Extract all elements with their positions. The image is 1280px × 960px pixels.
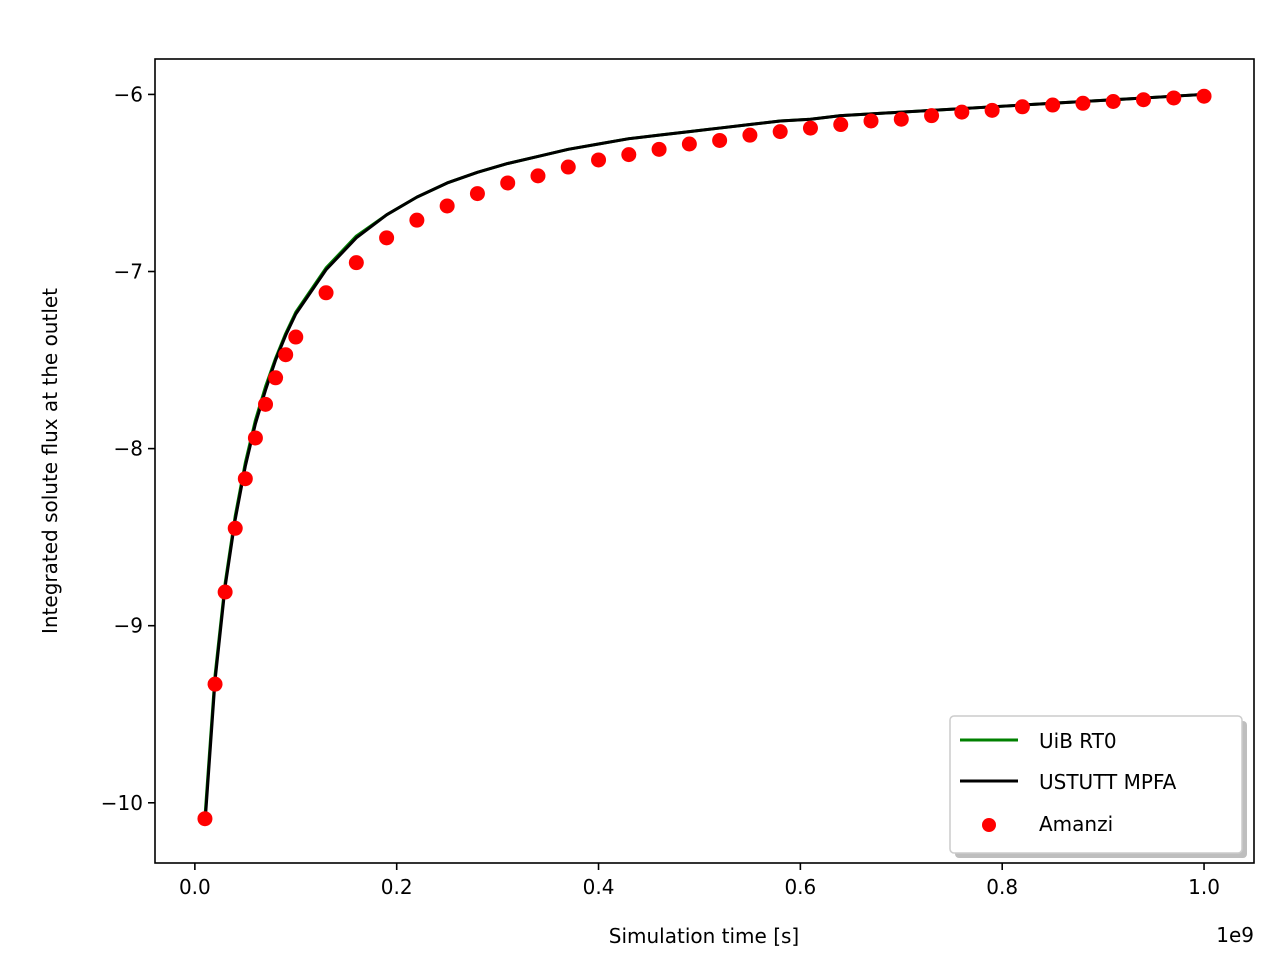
data-point-amanzi — [651, 141, 667, 157]
data-point-amanzi — [621, 147, 637, 163]
data-point-amanzi — [227, 520, 243, 536]
y-tick-label: −7 — [114, 260, 143, 284]
data-point-amanzi — [833, 117, 849, 133]
data-point-amanzi — [439, 198, 455, 214]
y-tick-label: −9 — [114, 614, 143, 638]
legend-swatch-amanzi — [982, 818, 996, 832]
data-point-amanzi — [1135, 92, 1151, 108]
legend-label-uib-rt0: UiB RT0 — [1039, 729, 1117, 753]
series-layer — [197, 88, 1212, 827]
data-point-amanzi — [560, 159, 576, 175]
x-tick-label: 0.6 — [784, 875, 816, 899]
y-tick-label: −10 — [101, 791, 143, 815]
legend-label-amanzi: Amanzi — [1039, 812, 1113, 836]
data-point-amanzi — [591, 152, 607, 168]
data-point-amanzi — [712, 132, 728, 148]
data-point-amanzi — [1196, 88, 1212, 104]
data-point-amanzi — [1166, 90, 1182, 106]
data-point-amanzi — [681, 136, 697, 152]
data-point-amanzi — [530, 168, 546, 184]
data-point-amanzi — [348, 255, 364, 271]
series-points-amanzi — [197, 88, 1212, 827]
data-point-amanzi — [237, 471, 253, 487]
x-axis-label: Simulation time [s] — [609, 924, 799, 948]
legend-box — [949, 715, 1243, 854]
data-point-amanzi — [469, 186, 485, 202]
data-point-amanzi — [207, 676, 223, 692]
data-point-amanzi — [893, 111, 909, 127]
data-point-amanzi — [924, 108, 940, 124]
x-tick-label: 0.2 — [381, 875, 413, 899]
data-point-amanzi — [863, 113, 879, 129]
data-point-amanzi — [1045, 97, 1061, 113]
data-point-amanzi — [984, 102, 1000, 118]
data-point-amanzi — [1105, 94, 1121, 109]
x-tick-label: 0.4 — [583, 875, 615, 899]
data-point-amanzi — [1075, 95, 1091, 111]
data-point-amanzi — [409, 212, 425, 228]
data-point-amanzi — [742, 127, 758, 143]
plot-frame — [154, 58, 1255, 864]
data-point-amanzi — [278, 347, 294, 363]
axis-ticks: 0.0 0.2 0.4 0.6 0.8 1.0 −6 −7 −8 −9 −10 — [101, 82, 1220, 899]
x-tick-label: 1.0 — [1188, 875, 1220, 899]
y-tick-label: −6 — [114, 82, 143, 106]
data-point-amanzi — [258, 396, 274, 412]
data-point-amanzi — [197, 811, 213, 827]
data-point-amanzi — [379, 230, 395, 246]
data-point-amanzi — [268, 370, 284, 386]
y-tick-label: −8 — [114, 437, 143, 461]
data-point-amanzi — [217, 584, 233, 600]
data-point-amanzi — [500, 175, 516, 191]
y-axis-label: Integrated solute flux at the outlet — [38, 288, 62, 634]
data-point-amanzi — [1014, 99, 1030, 115]
x-tick-label: 0.0 — [179, 875, 211, 899]
legend: UiB RT0 USTUTT MPFA Amanzi — [949, 715, 1247, 858]
data-point-amanzi — [772, 124, 788, 140]
data-point-amanzi — [802, 120, 818, 136]
x-axis-offset-label: 1e9 — [1216, 923, 1254, 947]
data-point-amanzi — [318, 285, 334, 301]
data-point-amanzi — [247, 430, 263, 446]
x-tick-label: 0.8 — [986, 875, 1018, 899]
data-point-amanzi — [288, 329, 304, 345]
data-point-amanzi — [954, 104, 970, 120]
legend-label-ustutt-mpfa: USTUTT MPFA — [1039, 770, 1177, 794]
